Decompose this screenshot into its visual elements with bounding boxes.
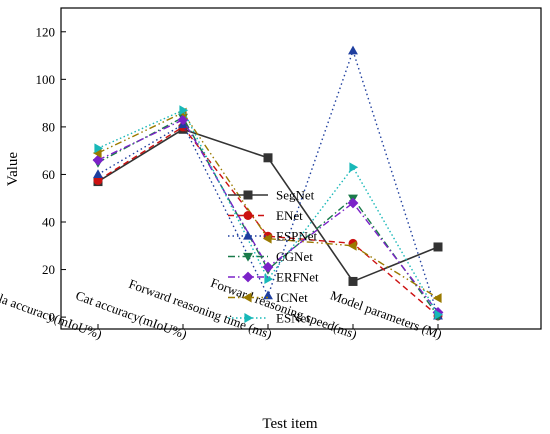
legend-item: ICNet [228, 290, 308, 305]
marker-triangle-up [93, 169, 103, 179]
plot-frame [60, 7, 542, 330]
x-axis-title: Test item [262, 416, 318, 432]
y-tick-label: 120 [36, 24, 56, 39]
marker-circle [93, 175, 103, 185]
marker-diamond [262, 261, 274, 273]
series-layer [92, 45, 444, 322]
y-axis-title: Value [5, 152, 21, 186]
marker-triangle-left [432, 293, 442, 304]
series-segnet [93, 124, 443, 286]
marker-triangle-left [92, 148, 102, 158]
y-tick-label: 100 [36, 72, 56, 87]
marker-triangle-down [243, 252, 253, 262]
legend-label: ENet [276, 208, 303, 223]
legend-item: ERFNet [228, 270, 319, 285]
marker-triangle-up [263, 290, 273, 300]
y-tick-label: 80 [42, 119, 55, 134]
marker-triangle-left [347, 240, 357, 251]
y-tick-label: 60 [42, 167, 55, 182]
marker-circle [243, 211, 253, 220]
legend-item: ENet [228, 208, 303, 223]
legend-label: ESNet [276, 311, 310, 326]
marker-diamond [242, 271, 254, 283]
marker-triangle-left [242, 292, 252, 303]
legend-item: ESNet [228, 311, 310, 326]
legend-item: SegNet [228, 188, 315, 203]
series-line [97, 125, 439, 317]
marker-triangle-right [94, 143, 104, 154]
marker-diamond [347, 197, 359, 209]
legend-label: CGNet [276, 249, 313, 264]
legend-label: ERFNet [276, 270, 319, 285]
legend-item: CGNet [228, 249, 313, 264]
y-tick-label: 0 [49, 310, 56, 325]
marker-triangle-up [348, 45, 358, 55]
marker-triangle-up [243, 230, 253, 240]
legend-label: ICNet [276, 290, 308, 305]
marker-square [348, 276, 358, 286]
marker-diamond [92, 154, 104, 166]
legend-label: SegNet [276, 188, 315, 203]
legend-item: ESPNet [228, 229, 318, 244]
x-tick-label: Forward reasoning speed(ms) [209, 275, 359, 342]
marker-triangle-right [244, 313, 254, 323]
x-axis-ticks: Cla accuracy(mIoU%)Cat accuracy(mIoU%)Fo… [0, 275, 444, 342]
marker-triangle-right [434, 309, 444, 320]
marker-triangle-right [179, 105, 189, 116]
y-tick-label: 20 [42, 262, 55, 277]
y-tick-label: 40 [42, 215, 55, 230]
marker-triangle-right [349, 162, 359, 173]
marker-square [243, 190, 253, 200]
legend-label: ESPNet [276, 229, 318, 244]
series-esnet [94, 105, 444, 320]
marker-triangle-left [262, 233, 272, 244]
series-line [97, 116, 439, 317]
series-line [97, 111, 439, 299]
x-tick-label: Forward reasoning time (ms) [127, 276, 274, 342]
marker-square [433, 242, 443, 252]
y-axis-ticks: 0 20 40 60 80 100 120 [36, 24, 66, 325]
marker-triangle-right [264, 274, 274, 285]
series-line [97, 128, 439, 283]
marker-square [263, 153, 273, 163]
legend: SegNet ENet ESPNet CGNet ERFNet ICNet ESNet [228, 188, 319, 326]
